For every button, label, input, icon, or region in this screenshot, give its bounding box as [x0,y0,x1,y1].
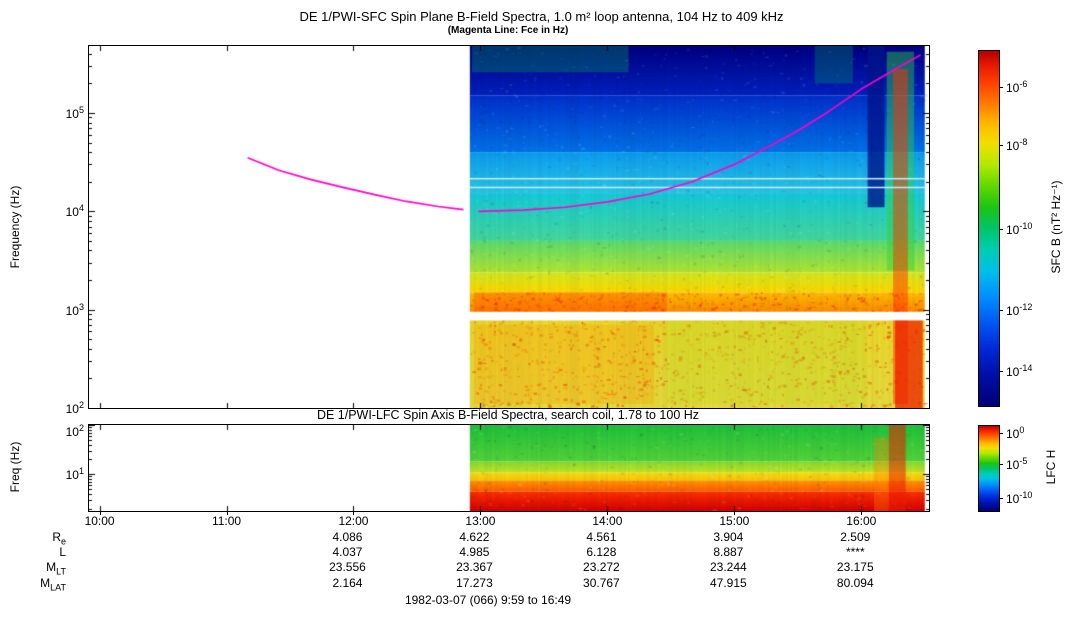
orbit-parameter-value: 23.367 [456,560,493,574]
lfc-spectrogram-panel [88,424,930,512]
orbit-parameter-value: 4.985 [459,545,490,559]
lfc-spectrogram [89,425,929,511]
orbit-parameter-value: 23.244 [709,560,747,574]
sfc-spectrogram-panel [88,45,930,409]
orbit-parameter-value: 23.556 [329,560,366,574]
colorbar-tick-label: 10-10 [1006,220,1033,237]
time-tick-mark [99,511,101,515]
colorbar-tick-mark [999,464,1003,466]
figure-title: DE 1/PWI-SFC Spin Plane B-Field Spectra,… [299,9,784,24]
colorbar-tick-label: 10-12 [1006,302,1033,319]
colorbar-tick-label: 100 [1006,424,1025,441]
time-tick-label: 12:00 [338,514,369,528]
orbit-parameter-value: 8.887 [713,545,744,559]
orbit-parameter-value: 4.037 [332,545,363,559]
orbit-parameter-value: 23.272 [583,560,620,574]
lfc-y-axis-label: Freq (Hz) [8,441,22,493]
y-tick-label: 105 [65,104,84,121]
orbit-parameter-value: 2.164 [332,576,363,590]
orbit-parameter-value: 4.086 [332,530,363,544]
colorbar-tick-mark [999,228,1003,230]
time-tick-mark [861,511,863,515]
orbit-parameter-value: 4.561 [586,530,617,544]
orbit-parameter-value: 3.904 [713,530,744,544]
orbit-row-label: MLT [46,560,66,577]
colorbar-tick-mark [999,310,1003,312]
colorbar-tick-label: 10-6 [1006,78,1028,95]
orbit-parameter-value: 23.175 [836,560,874,574]
orbit-row-label: MLAT [40,576,66,593]
colorbar-tick-label: 10-8 [1006,137,1028,154]
sfc-colorbar-label: SFC B (nT² Hz⁻¹) [1049,180,1063,274]
sfc-y-axis-label: Frequency (Hz) [8,185,22,269]
colorbar-tick-mark [999,370,1003,372]
y-tick-label: 104 [65,203,84,220]
time-tick-label: 14:00 [592,514,623,528]
sfc-spectrogram [89,46,929,408]
time-tick-label: 11:00 [211,514,242,528]
lfc-colorbar [978,425,1000,512]
lfc-colorbar-label: LFC H [1044,449,1058,485]
colorbar-tick-label: 10-14 [1006,362,1033,379]
lfc-panel-title: DE 1/PWI-LFC Spin Axis B-Field Spectra, … [316,408,700,422]
orbit-parameter-value: 2.509 [840,530,871,544]
colorbar-tick-mark [999,432,1003,434]
time-tick-label: 15:00 [719,514,750,528]
time-tick-mark [226,511,228,515]
y-tick-label: 102 [65,423,84,439]
orbit-parameter-value: 30.767 [583,576,620,590]
time-tick-label: 16:00 [846,514,877,528]
sfc-colorbar [978,50,1000,407]
colorbar-tick-mark [999,498,1003,500]
orbit-parameter-value: 80.094 [836,576,874,590]
colorbar-tick-label: 10-10 [1006,490,1033,507]
time-tick-label: 10:00 [84,514,115,528]
time-tick-mark [353,511,355,515]
colorbar-tick-mark [999,145,1003,147]
orbit-row-label: L [59,545,66,559]
orbit-parameter-value: **** [845,545,865,559]
date-range-label: 1982-03-07 (066) 9:59 to 16:49 [404,593,572,607]
orbit-row-label: Re [52,530,66,547]
figure-subtitle: (Magenta Line: Fce in Hz) [447,25,569,36]
time-tick-mark [734,511,736,515]
colorbar-tick-mark [999,86,1003,88]
time-tick-label: 13:00 [465,514,496,528]
orbit-parameter-value: 17.273 [456,576,493,590]
orbit-parameter-value: 47.915 [709,576,747,590]
colorbar-tick-label: 10-5 [1006,456,1028,473]
time-tick-mark [480,511,482,515]
time-tick-mark [607,511,609,515]
orbit-parameter-value: 6.128 [586,545,617,559]
y-tick-label: 101 [65,466,84,483]
y-tick-label: 102 [65,400,84,416]
orbit-parameter-value: 4.622 [459,530,490,544]
y-tick-label: 103 [65,301,84,318]
